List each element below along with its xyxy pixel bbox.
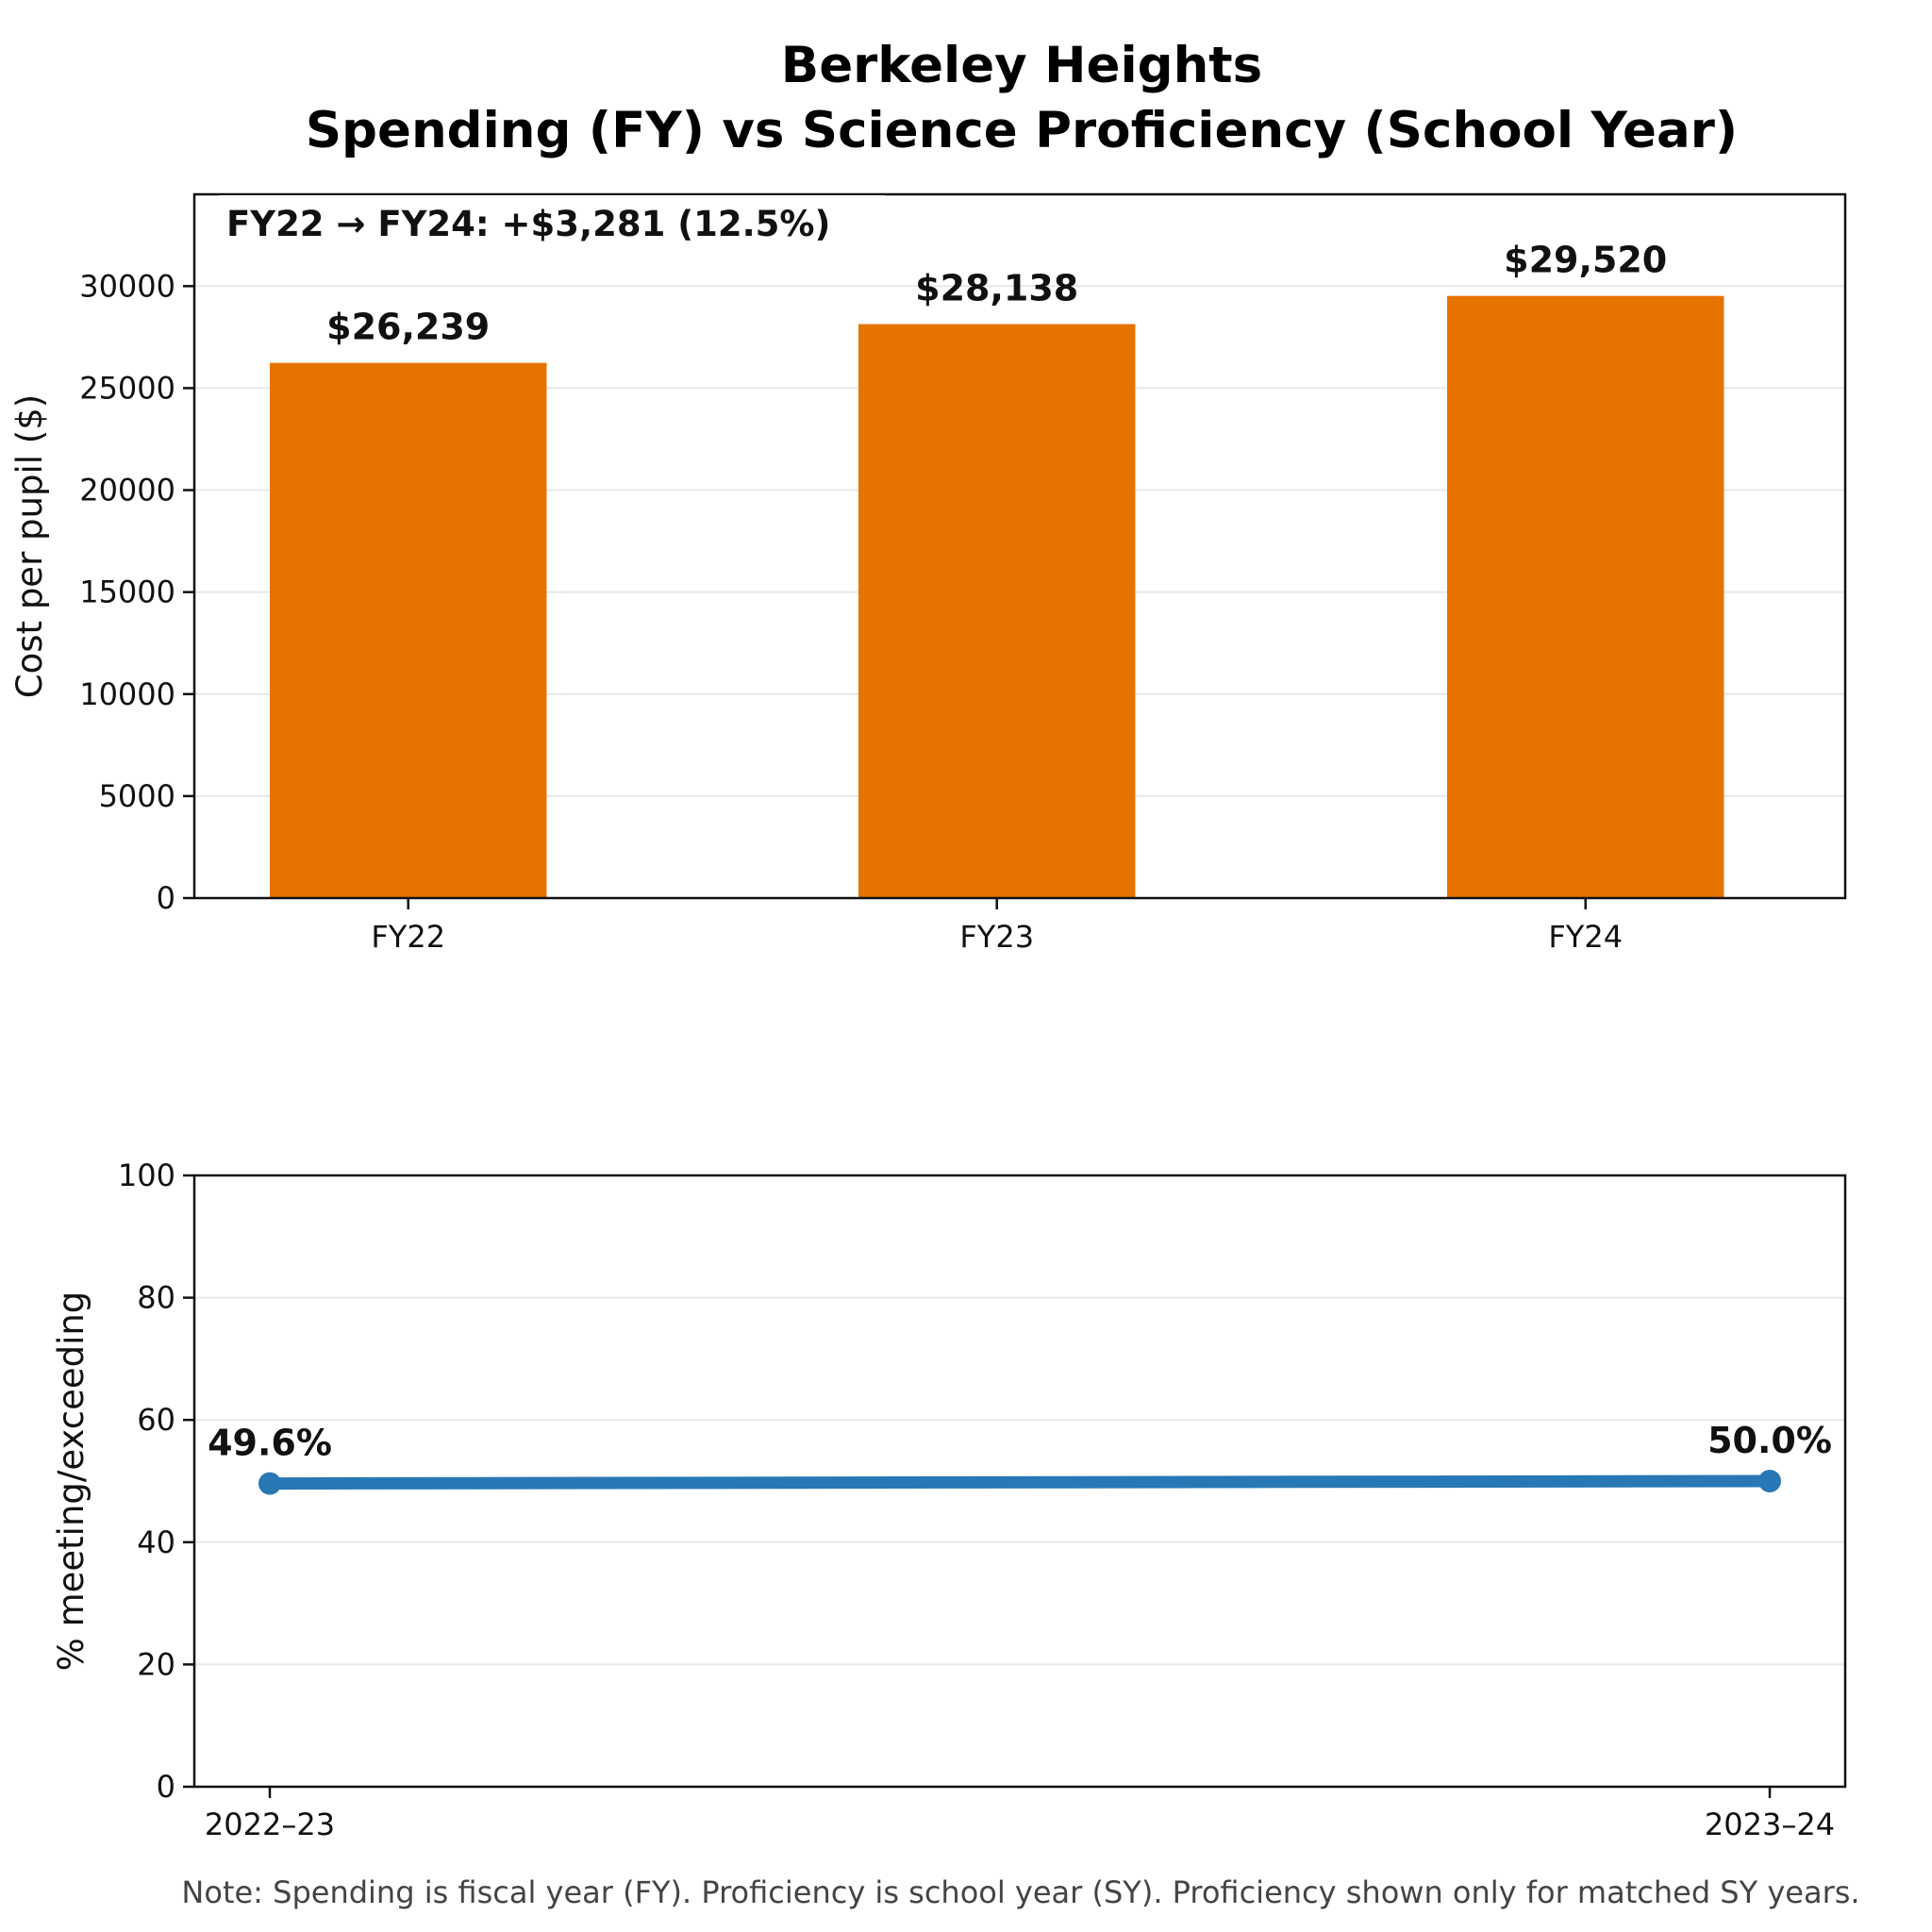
- proficiency-value-label: 49.6%: [208, 1423, 332, 1464]
- line-chart-xtick-label: 2022–23: [205, 1807, 335, 1842]
- proficiency-point: [1758, 1470, 1781, 1492]
- bar-chart-ytick-label: 10000: [79, 676, 175, 712]
- bar-value-label: $26,239: [326, 307, 490, 348]
- bar-fy22: [270, 362, 547, 898]
- chart-title-line2: Spending (FY) vs Science Proficiency (Sc…: [306, 102, 1738, 159]
- line-chart-ytick-label: 80: [137, 1280, 175, 1316]
- line-chart-ytick-label: 0: [157, 1769, 175, 1805]
- bar-chart-ylabel: Cost per pupil ($): [9, 394, 50, 698]
- bar-chart-ytick-label: 30000: [79, 268, 175, 304]
- chart-title-line1: Berkeley Heights: [781, 37, 1262, 94]
- bar-chart-frame: [192, 192, 1847, 900]
- proficiency-value-label: 50.0%: [1707, 1420, 1832, 1461]
- bar-chart-ytick-label: 25000: [79, 370, 175, 406]
- bar-chart-ytick-label: 15000: [79, 575, 175, 610]
- bar-chart-xtick-label: FY22: [371, 919, 445, 955]
- line-chart-series: 49.6% 50.0%: [208, 1420, 1832, 1495]
- annotation-box: [219, 195, 885, 252]
- bar-value-label: $28,138: [915, 268, 1078, 309]
- bar-chart-ytick-label: 20000: [79, 473, 175, 508]
- bar-chart-bars: $26,239 $28,138 $29,520: [270, 240, 1724, 898]
- line-chart-panel: 49.6% 50.0% 0 20 40 60 80 100 2022–23 2023–24 % …: [51, 1158, 1847, 1842]
- proficiency-series-line: [263, 1474, 1776, 1491]
- line-chart-frame: [192, 1174, 1847, 1789]
- line-chart-ytick-label: 40: [137, 1524, 175, 1560]
- bar-chart-panel: $26,239 $28,138 $29,520 0 5000 10000 15000 200…: [9, 192, 1847, 955]
- line-chart-ytick-label: 60: [137, 1402, 175, 1438]
- line-chart-ytick-label: 20: [137, 1646, 175, 1682]
- line-chart-xtick-label: 2023–24: [1705, 1807, 1835, 1842]
- line-chart-ytick-label: 100: [118, 1158, 175, 1193]
- spending-change-annotation: FY22 → FY24: +$3,281 (12.5%): [226, 204, 830, 244]
- bar-chart-ticks: 0 5000 10000 15000 20000 25000 30000 FY22 FY23 FY…: [79, 268, 1623, 955]
- bar-chart-xtick-label: FY24: [1548, 919, 1623, 955]
- bar-value-label: $29,520: [1504, 240, 1667, 281]
- bar-fy23: [858, 324, 1136, 898]
- line-chart-ticks: 0 20 40 60 80 100 2022–23 2023–24: [118, 1158, 1835, 1842]
- bar-chart-ytick-label: 5000: [99, 778, 175, 814]
- bar-fy24: [1447, 295, 1724, 898]
- bar-chart-xtick-label: FY23: [959, 919, 1034, 955]
- proficiency-point: [258, 1472, 281, 1495]
- footnote: Note: Spending is fiscal year (FY). Prof…: [181, 1874, 1859, 1910]
- line-chart-ylabel: % meeting/exceeding: [51, 1291, 92, 1672]
- bar-chart-ytick-label: 0: [157, 880, 175, 916]
